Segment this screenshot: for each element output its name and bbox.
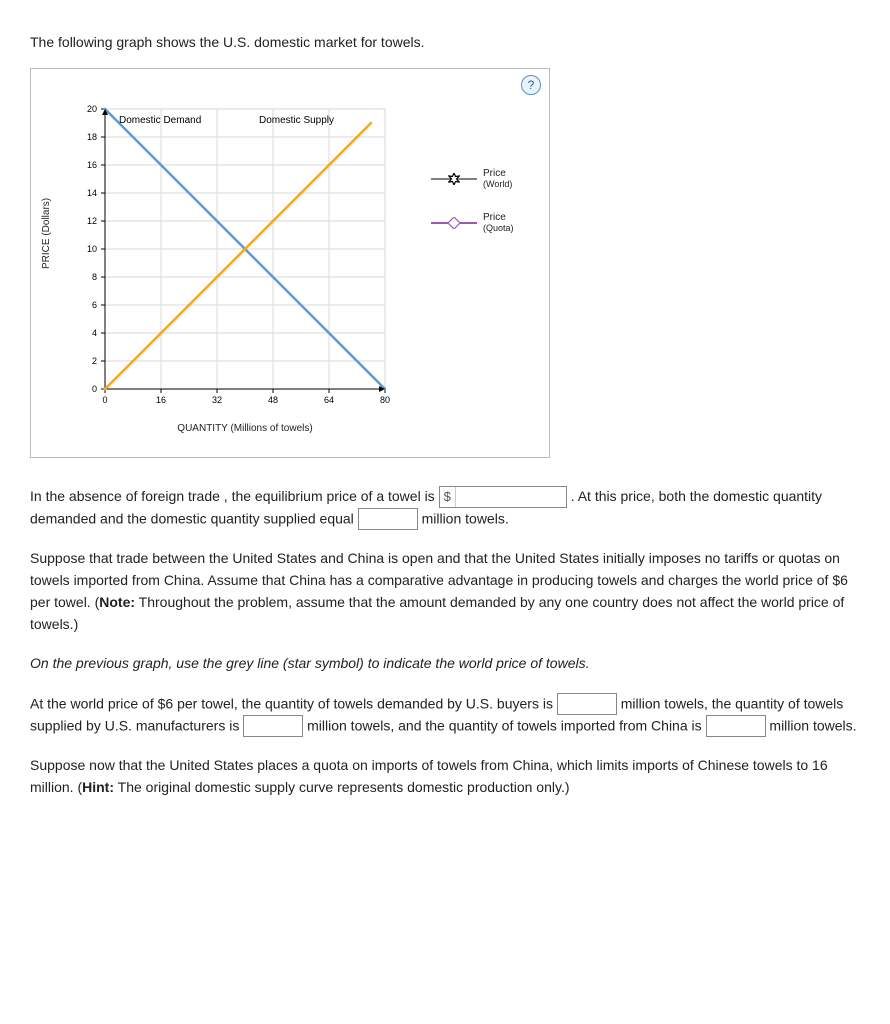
legend-label: Price bbox=[483, 169, 512, 179]
question-1: In the absence of foreign trade , the eq… bbox=[30, 486, 860, 530]
legend-label: Price bbox=[483, 213, 514, 223]
svg-text:10: 10 bbox=[87, 244, 97, 254]
quantity-demanded-input[interactable] bbox=[557, 693, 617, 715]
p2-text-2: Throughout the problem, assume that the … bbox=[30, 594, 844, 632]
svg-text:0: 0 bbox=[102, 395, 107, 405]
svg-text:16: 16 bbox=[87, 160, 97, 170]
equilibrium-price-input-wrap: $ bbox=[439, 486, 567, 508]
q2-text-1: At the world price of $6 per towel, the … bbox=[30, 695, 553, 711]
plot-area[interactable]: 0 16 32 48 64 80 0 2 4 6 8 10 12 14 16 18 20 Domestic Dem… bbox=[61, 101, 411, 434]
chart-svg[interactable]: 0 16 32 48 64 80 0 2 4 6 8 10 12 14 16 18 20 Domestic Dem… bbox=[61, 101, 401, 421]
intro-text: The following graph shows the U.S. domes… bbox=[30, 34, 860, 50]
q1-text-pre: In the absence of foreign trade , the eq… bbox=[30, 488, 435, 504]
svg-text:6: 6 bbox=[92, 300, 97, 310]
svg-text:Domestic Demand: Domestic Demand bbox=[119, 115, 201, 126]
legend-price-quota[interactable]: Price (Quota) bbox=[431, 213, 514, 233]
svg-text:18: 18 bbox=[87, 132, 97, 142]
q2-unit-2: million towels, and the quantity of towe… bbox=[307, 718, 702, 734]
quantity-imported-input[interactable] bbox=[706, 715, 766, 737]
legend-price-world[interactable]: Price (World) bbox=[431, 169, 514, 189]
svg-text:32: 32 bbox=[212, 395, 222, 405]
svg-text:8: 8 bbox=[92, 272, 97, 282]
svg-text:14: 14 bbox=[87, 188, 97, 198]
legend: Price (World) Price (Quota) bbox=[431, 169, 514, 257]
paragraph-trade-setup: Suppose that trade between the United St… bbox=[30, 548, 860, 635]
svg-text:0: 0 bbox=[92, 384, 97, 394]
svg-text:16: 16 bbox=[156, 395, 166, 405]
dollar-sign-icon: $ bbox=[440, 487, 456, 507]
graph-container: ? PRICE (Dollars) 0 16 32 48 64 80 0 2 4 6 8 10 12 14… bbox=[30, 68, 550, 458]
q1-unit: million towels. bbox=[422, 511, 509, 527]
help-icon[interactable]: ? bbox=[521, 75, 541, 95]
y-axis-label: PRICE (Dollars) bbox=[41, 198, 52, 269]
note-label: Note: bbox=[99, 594, 135, 610]
legend-sublabel: (Quota) bbox=[483, 223, 514, 233]
svg-text:80: 80 bbox=[380, 395, 390, 405]
svg-text:12: 12 bbox=[87, 216, 97, 226]
equilibrium-quantity-input[interactable] bbox=[358, 508, 418, 530]
q2-unit-3: million towels. bbox=[769, 718, 856, 734]
svg-text:Domestic Supply: Domestic Supply bbox=[259, 115, 334, 126]
svg-text:64: 64 bbox=[324, 395, 334, 405]
question-2: At the world price of $6 per towel, the … bbox=[30, 693, 860, 737]
svg-text:20: 20 bbox=[87, 104, 97, 114]
svg-text:4: 4 bbox=[92, 328, 97, 338]
p4-text-2: The original domestic supply curve repre… bbox=[114, 779, 569, 795]
paragraph-quota: Suppose now that the United States place… bbox=[30, 755, 860, 798]
quantity-supplied-input[interactable] bbox=[243, 715, 303, 737]
x-axis-label: QUANTITY (Millions of towels) bbox=[105, 423, 385, 434]
legend-sublabel: (World) bbox=[483, 179, 512, 189]
equilibrium-price-input[interactable] bbox=[456, 487, 566, 507]
svg-text:48: 48 bbox=[268, 395, 278, 405]
hint-label: Hint: bbox=[82, 779, 114, 795]
instruction-grey-line: On the previous graph, use the grey line… bbox=[30, 653, 860, 675]
svg-text:2: 2 bbox=[92, 356, 97, 366]
